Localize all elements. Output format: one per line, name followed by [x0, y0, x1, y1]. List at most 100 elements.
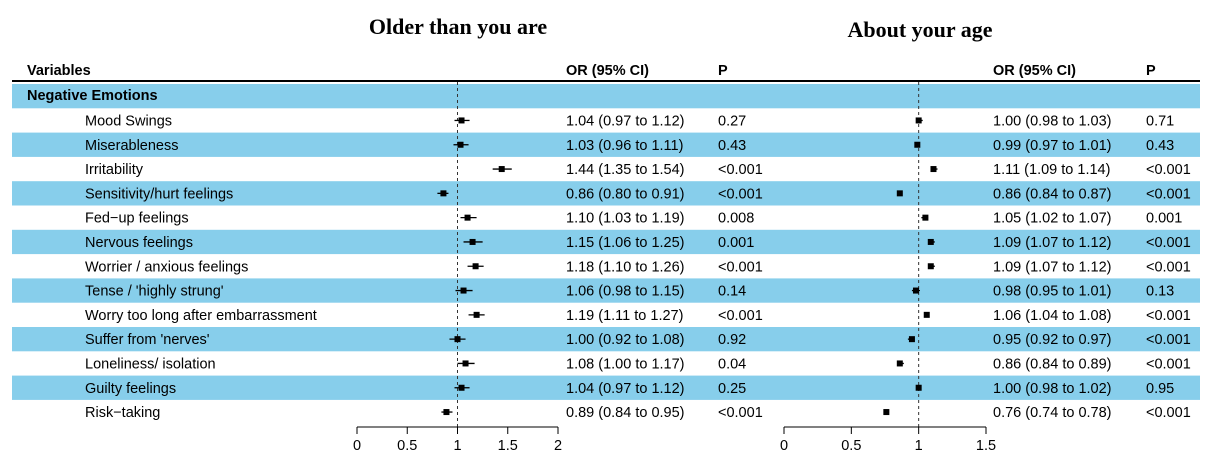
right-p-value: <0.001 — [1146, 308, 1191, 324]
left-or-text: 1.15 (1.06 to 1.25) — [566, 235, 685, 251]
right-or-text: 1.05 (1.02 to 1.07) — [993, 211, 1112, 227]
stripe-row — [12, 375, 1200, 400]
left-or-text: 1.44 (1.35 to 1.54) — [566, 162, 685, 178]
variable-label: Tense / 'highly strung' — [85, 284, 224, 300]
variable-label: Guilty feelings — [85, 381, 176, 397]
right-or-point — [922, 214, 929, 221]
right-or-text: 0.95 (0.92 to 0.97) — [993, 332, 1112, 348]
left-tick-label: 1 — [453, 438, 461, 454]
right-p-value: <0.001 — [1146, 186, 1191, 202]
variables-header: Variables — [27, 63, 91, 79]
variable-label: Suffer from 'nerves' — [85, 332, 210, 348]
left-p-value: <0.001 — [718, 259, 763, 275]
right-p-value: 0.13 — [1146, 284, 1174, 300]
right-or-point — [896, 360, 903, 367]
right-or-point — [908, 336, 915, 343]
left-p-value: 0.008 — [718, 211, 754, 227]
left-or-point — [498, 166, 505, 173]
right-or-text: 1.00 (0.98 to 1.03) — [993, 113, 1112, 129]
right-p-value: <0.001 — [1146, 356, 1191, 372]
right-or-point — [915, 117, 922, 124]
left-or-text: 1.19 (1.11 to 1.27) — [566, 308, 683, 324]
row-stripes — [12, 84, 1200, 400]
left-p-value: <0.001 — [718, 405, 763, 421]
right-or-point — [927, 238, 934, 245]
right-tick-label: 0.5 — [841, 438, 861, 454]
right-p-value: 0.43 — [1146, 138, 1174, 154]
left-or-text: 1.04 (0.97 to 1.12) — [566, 113, 685, 129]
right-or-point — [915, 384, 922, 391]
left-or-text: 1.08 (1.00 to 1.17) — [566, 356, 685, 372]
right-or-point — [930, 166, 937, 173]
variable-label: Worry too long after embarrassment — [85, 308, 317, 324]
right-or-text: 1.06 (1.04 to 1.08) — [993, 308, 1112, 324]
right-p-value: 0.95 — [1146, 381, 1174, 397]
variable-label: Irritability — [85, 162, 144, 178]
left-or-text: 1.10 (1.03 to 1.19) — [566, 211, 685, 227]
right-or-text: 0.76 (0.74 to 0.78) — [993, 405, 1112, 421]
variable-label: Loneliness/ isolation — [85, 356, 216, 372]
left-or-point — [464, 214, 471, 221]
p-header-right: P — [1146, 63, 1156, 79]
right-or-point — [896, 190, 903, 197]
left-p-value: 0.92 — [718, 332, 746, 348]
right-p-value: <0.001 — [1146, 259, 1191, 275]
right-or-point — [883, 409, 890, 416]
group-label: Negative Emotions — [27, 88, 158, 104]
left-or-point — [473, 311, 480, 318]
left-p-value: 0.43 — [718, 138, 746, 154]
left-p-value: <0.001 — [718, 162, 763, 178]
left-p-value: 0.25 — [718, 381, 746, 397]
right-or-point — [923, 311, 930, 318]
left-or-text: 1.18 (1.10 to 1.26) — [566, 259, 685, 275]
left-or-point — [454, 336, 461, 343]
left-or-point — [443, 409, 450, 416]
right-tick-label: 1 — [915, 438, 923, 454]
variable-label: Sensitivity/hurt feelings — [85, 186, 233, 202]
right-p-value: 0.71 — [1146, 113, 1174, 129]
left-p-value: <0.001 — [718, 308, 763, 324]
x-axes: 0 0.5 1 1.5 2 0 0.5 1 1.5 — [353, 426, 996, 454]
left-or-point — [457, 141, 464, 148]
right-or-text: 1.09 (1.07 to 1.12) — [993, 259, 1112, 275]
right-tick-label: 1.5 — [976, 438, 996, 454]
right-or-point — [914, 141, 921, 148]
stripe-row — [12, 229, 1200, 255]
p-header-left: P — [718, 63, 728, 79]
stripe-row — [12, 181, 1200, 206]
chart-marks — [437, 117, 938, 416]
or-header-right: OR (95% CI) — [993, 63, 1076, 79]
variable-label: Fed−up feelings — [85, 211, 189, 227]
left-or-text: 1.00 (0.92 to 1.08) — [566, 332, 685, 348]
variable-label: Worrier / anxious feelings — [85, 259, 248, 275]
left-tick-label: 0 — [353, 438, 361, 454]
stripe-group — [12, 84, 1200, 109]
variable-label: Miserableness — [85, 138, 179, 154]
stripe-row — [12, 327, 1200, 352]
left-or-point — [469, 238, 476, 245]
right-or-text: 1.11 (1.09 to 1.14) — [993, 162, 1110, 178]
left-tick-label: 2 — [554, 438, 562, 454]
left-or-text: 1.03 (0.96 to 1.11) — [566, 138, 683, 154]
left-or-point — [472, 263, 479, 270]
right-or-text: 0.99 (0.97 to 1.01) — [993, 138, 1112, 154]
left-p-value: 0.14 — [718, 284, 746, 300]
right-p-value: 0.001 — [1146, 211, 1182, 227]
stripe-row — [12, 278, 1200, 303]
right-p-value: <0.001 — [1146, 162, 1191, 178]
variable-label: Risk−taking — [85, 405, 160, 421]
right-or-text: 1.00 (0.98 to 1.02) — [993, 381, 1112, 397]
right-or-text: 1.09 (1.07 to 1.12) — [993, 235, 1112, 251]
left-or-text: 0.86 (0.80 to 0.91) — [566, 186, 685, 202]
variable-label: Nervous feelings — [85, 235, 193, 251]
right-p-value: <0.001 — [1146, 235, 1191, 251]
left-or-text: 1.04 (0.97 to 1.12) — [566, 381, 685, 397]
right-p-value: <0.001 — [1146, 405, 1191, 421]
left-or-point — [460, 287, 467, 294]
right-tick-label: 0 — [780, 438, 788, 454]
left-p-value: <0.001 — [718, 186, 763, 202]
right-or-text: 0.86 (0.84 to 0.87) — [993, 186, 1112, 202]
right-p-value: <0.001 — [1146, 332, 1191, 348]
left-or-text: 1.06 (0.98 to 1.15) — [566, 284, 685, 300]
